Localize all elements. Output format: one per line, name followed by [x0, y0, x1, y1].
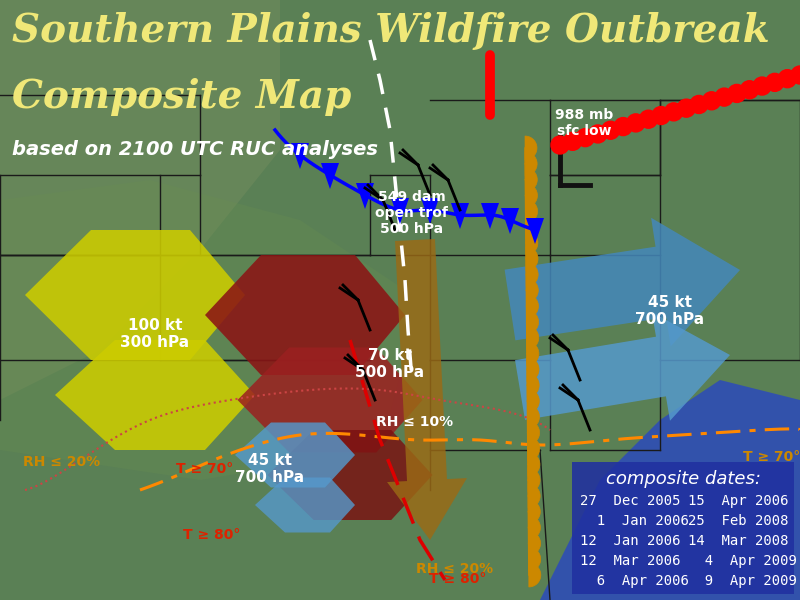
Polygon shape — [255, 478, 355, 533]
Text: Southern Plains Wildfire Outbreak: Southern Plains Wildfire Outbreak — [12, 12, 770, 50]
Text: 988 mb
sfc low: 988 mb sfc low — [555, 108, 614, 138]
Polygon shape — [526, 218, 544, 244]
Polygon shape — [528, 436, 540, 460]
Circle shape — [741, 81, 758, 99]
Text: 14  Mar 2008: 14 Mar 2008 — [688, 534, 789, 548]
Polygon shape — [0, 0, 280, 400]
Polygon shape — [526, 167, 538, 191]
Polygon shape — [528, 500, 540, 524]
Polygon shape — [525, 136, 537, 160]
Polygon shape — [321, 163, 339, 189]
Polygon shape — [515, 312, 730, 421]
Circle shape — [766, 73, 784, 91]
Polygon shape — [25, 230, 245, 360]
Text: Composite Map: Composite Map — [12, 78, 351, 116]
Text: 1  Jan 2006: 1 Jan 2006 — [580, 514, 689, 528]
Polygon shape — [356, 183, 374, 209]
Polygon shape — [529, 532, 541, 556]
Polygon shape — [235, 422, 355, 487]
Text: 4  Apr 2009: 4 Apr 2009 — [688, 554, 797, 568]
Text: T ≥ 70°: T ≥ 70° — [176, 462, 234, 476]
Text: 45 kt
700 hPa: 45 kt 700 hPa — [235, 453, 305, 485]
Polygon shape — [525, 152, 537, 176]
Polygon shape — [267, 430, 433, 520]
Polygon shape — [529, 547, 541, 571]
Polygon shape — [526, 184, 538, 208]
Circle shape — [678, 99, 695, 117]
Polygon shape — [528, 468, 540, 492]
Polygon shape — [481, 203, 499, 229]
Polygon shape — [527, 341, 539, 365]
Circle shape — [690, 95, 708, 113]
Circle shape — [702, 92, 721, 110]
Text: 45 kt
700 hPa: 45 kt 700 hPa — [635, 295, 705, 328]
Polygon shape — [451, 203, 469, 229]
Polygon shape — [526, 199, 538, 223]
Polygon shape — [526, 263, 538, 287]
Polygon shape — [291, 143, 309, 169]
Polygon shape — [526, 310, 538, 334]
Text: 9  Apr 2009: 9 Apr 2009 — [688, 574, 797, 588]
Text: 12  Jan 2006: 12 Jan 2006 — [580, 534, 681, 548]
Text: 15  Apr 2006: 15 Apr 2006 — [688, 494, 789, 508]
Circle shape — [665, 103, 682, 121]
Polygon shape — [528, 421, 539, 445]
Text: RH ≤ 20%: RH ≤ 20% — [23, 455, 101, 469]
Circle shape — [602, 121, 619, 139]
Circle shape — [791, 66, 800, 84]
Polygon shape — [526, 231, 538, 255]
Circle shape — [589, 125, 607, 143]
Polygon shape — [527, 389, 539, 413]
Polygon shape — [205, 255, 405, 375]
Polygon shape — [528, 452, 540, 476]
Polygon shape — [501, 208, 519, 234]
Bar — [572, 462, 794, 594]
Text: 25  Feb 2008: 25 Feb 2008 — [688, 514, 789, 528]
Text: composite dates:: composite dates: — [606, 470, 761, 488]
Polygon shape — [526, 326, 538, 350]
Circle shape — [576, 128, 594, 146]
Polygon shape — [526, 247, 538, 271]
Text: 27  Dec 2005: 27 Dec 2005 — [580, 494, 681, 508]
Polygon shape — [387, 239, 467, 540]
Polygon shape — [529, 515, 540, 539]
Polygon shape — [238, 347, 422, 452]
Polygon shape — [540, 380, 800, 600]
Polygon shape — [505, 218, 740, 346]
Circle shape — [715, 88, 734, 106]
Text: 100 kt
300 hPa: 100 kt 300 hPa — [121, 318, 190, 350]
Polygon shape — [421, 198, 439, 224]
Polygon shape — [527, 405, 539, 429]
Circle shape — [728, 85, 746, 103]
Text: 70 kt
500 hPa: 70 kt 500 hPa — [355, 348, 425, 380]
Polygon shape — [0, 180, 420, 480]
Circle shape — [626, 114, 645, 132]
Text: based on 2100 UTC RUC analyses: based on 2100 UTC RUC analyses — [12, 140, 378, 159]
Polygon shape — [526, 278, 538, 302]
Polygon shape — [528, 484, 540, 508]
Circle shape — [652, 107, 670, 125]
Circle shape — [778, 70, 796, 88]
Text: T ≥ 80°: T ≥ 80° — [183, 528, 241, 542]
Polygon shape — [55, 340, 255, 450]
Text: 6  Apr 2006: 6 Apr 2006 — [580, 574, 689, 588]
Polygon shape — [526, 215, 538, 239]
Circle shape — [551, 136, 569, 154]
Circle shape — [753, 77, 771, 95]
Polygon shape — [527, 358, 539, 382]
Circle shape — [564, 133, 582, 151]
Text: 549 dam
open trof
500 hPa: 549 dam open trof 500 hPa — [375, 190, 448, 236]
Polygon shape — [527, 373, 539, 397]
Polygon shape — [391, 198, 409, 224]
Text: 12  Mar 2006: 12 Mar 2006 — [580, 554, 681, 568]
Text: RH ≤ 10%: RH ≤ 10% — [377, 415, 454, 429]
Text: T ≥ 80°: T ≥ 80° — [430, 572, 486, 586]
Polygon shape — [529, 563, 541, 587]
Circle shape — [614, 118, 632, 136]
Polygon shape — [526, 294, 538, 318]
Circle shape — [639, 110, 658, 128]
Text: T ≥ 70°: T ≥ 70° — [743, 450, 800, 464]
Text: RH ≤ 20%: RH ≤ 20% — [417, 562, 494, 576]
